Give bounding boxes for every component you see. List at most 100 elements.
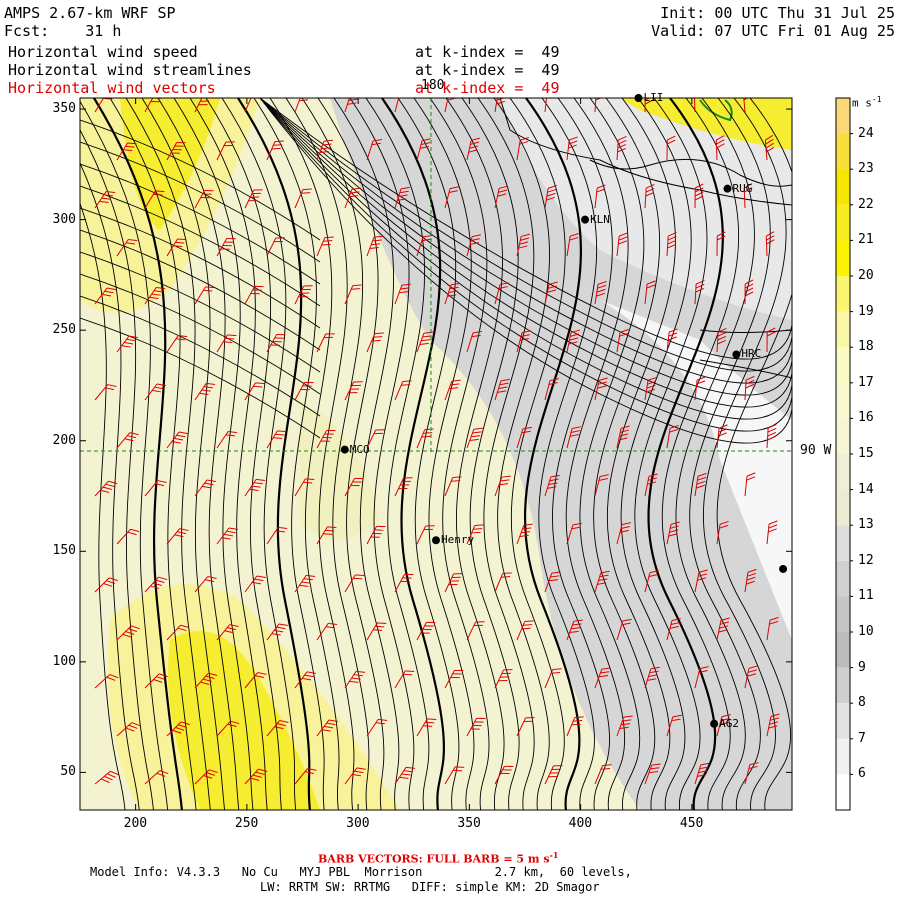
barb-shaft: [266, 430, 278, 449]
barb-shaft: [694, 572, 700, 593]
wind-barb: [416, 718, 437, 737]
streamline: [493, 98, 550, 810]
barb-shaft: [394, 670, 406, 689]
barb-feather: [717, 331, 727, 337]
streamline-jet: [259, 98, 792, 408]
barb-shaft: [594, 188, 598, 209]
barb-shaft: [544, 98, 548, 113]
barb-feather: [448, 190, 458, 194]
barb-feather: [519, 241, 529, 245]
wind-barb: [194, 286, 215, 305]
wind-barb: [693, 98, 696, 113]
wind-barb: [116, 432, 139, 449]
wind-barbs: [94, 98, 780, 785]
barb-feather: [668, 336, 677, 341]
barb-feather: [277, 723, 287, 727]
barb-feather: [621, 522, 631, 526]
barb-feather: [153, 193, 163, 196]
barb-feather: [103, 583, 113, 587]
wind-barb: [716, 714, 731, 737]
barb-shaft: [216, 141, 227, 161]
wind-barb: [294, 671, 316, 689]
barb-shaft: [216, 624, 231, 641]
barb-feather: [547, 188, 557, 193]
barb-feather: [720, 717, 730, 721]
barb-shaft: [194, 479, 208, 497]
barb-feather: [650, 666, 660, 670]
barb-feather: [597, 582, 607, 585]
barb-feather: [352, 284, 362, 287]
barb-feather: [303, 578, 313, 581]
barb-feather: [597, 385, 607, 389]
barb-note-text: BARB VECTORS: FULL BARB = 5 m s: [318, 852, 550, 866]
barb-shaft: [544, 669, 554, 689]
barb-feather: [468, 149, 478, 153]
barb-feather: [373, 336, 383, 338]
barb-feather: [718, 629, 728, 633]
barb-shaft: [566, 717, 576, 737]
wind-barb: [116, 528, 140, 545]
barb-feather: [177, 627, 187, 632]
barb-feather: [274, 140, 284, 143]
barb-feather: [351, 187, 361, 190]
streamline: [381, 98, 445, 810]
barb-shaft: [494, 477, 503, 497]
barb-feather: [104, 775, 113, 781]
barb-feather: [697, 774, 707, 777]
wind-barb: [94, 770, 119, 785]
wind-barb: [566, 426, 581, 449]
barb-feather: [199, 392, 209, 395]
barb-feather: [768, 528, 777, 533]
streamline-west: [80, 207, 321, 329]
barb-shaft: [344, 478, 355, 497]
barb-feather: [547, 486, 557, 489]
land-outlines: [499, 98, 792, 379]
barb-feather: [307, 768, 317, 771]
barb-feather: [402, 380, 412, 383]
wind-barb: [266, 333, 286, 353]
barb-feather: [721, 714, 731, 718]
wind-barb: [144, 673, 168, 689]
station-label: KLN: [590, 212, 610, 226]
barb-feather: [158, 673, 168, 678]
barb-feather: [646, 284, 656, 289]
barb-feather: [453, 769, 463, 772]
barb-feather: [105, 387, 115, 391]
barb-feather: [471, 435, 481, 438]
wind-barb: [644, 376, 657, 401]
barb-shaft: [116, 335, 130, 353]
barb-shaft: [366, 237, 375, 257]
barb-shaft: [766, 428, 769, 449]
barb-feather: [550, 575, 560, 578]
colorbar-level: 24: [858, 125, 874, 141]
barb-shaft: [494, 380, 502, 401]
barb-shaft: [494, 98, 498, 113]
wind-barb: [344, 574, 365, 593]
barb-feather: [552, 668, 562, 671]
colorbar-level: 15: [858, 446, 874, 461]
barb-shaft: [266, 141, 276, 161]
barb-feather: [716, 235, 726, 241]
barb-shaft: [144, 98, 154, 113]
barb-feather: [670, 622, 680, 625]
barb-feather: [304, 674, 314, 678]
field-level-speed: at k-index = 49: [415, 43, 560, 61]
barb-shaft: [366, 719, 379, 737]
barb-feather: [450, 383, 460, 386]
barb-feather: [600, 671, 610, 674]
barb-feather: [645, 187, 655, 193]
wind-barb: [394, 573, 414, 593]
wind-barb: [216, 720, 240, 737]
barb-shaft: [666, 428, 671, 449]
barb-shaft: [594, 765, 604, 785]
barb-feather: [228, 430, 238, 434]
colorbar-level: 20: [858, 268, 874, 283]
barb-feather: [278, 526, 288, 530]
wind-barb: [466, 427, 483, 449]
wind-barb: [244, 768, 268, 785]
x-tick-label: 400: [568, 816, 593, 831]
barb-feather: [174, 437, 184, 441]
barb-shaft: [516, 140, 521, 161]
wind-barb: [744, 279, 754, 305]
wind-barb: [216, 527, 238, 545]
